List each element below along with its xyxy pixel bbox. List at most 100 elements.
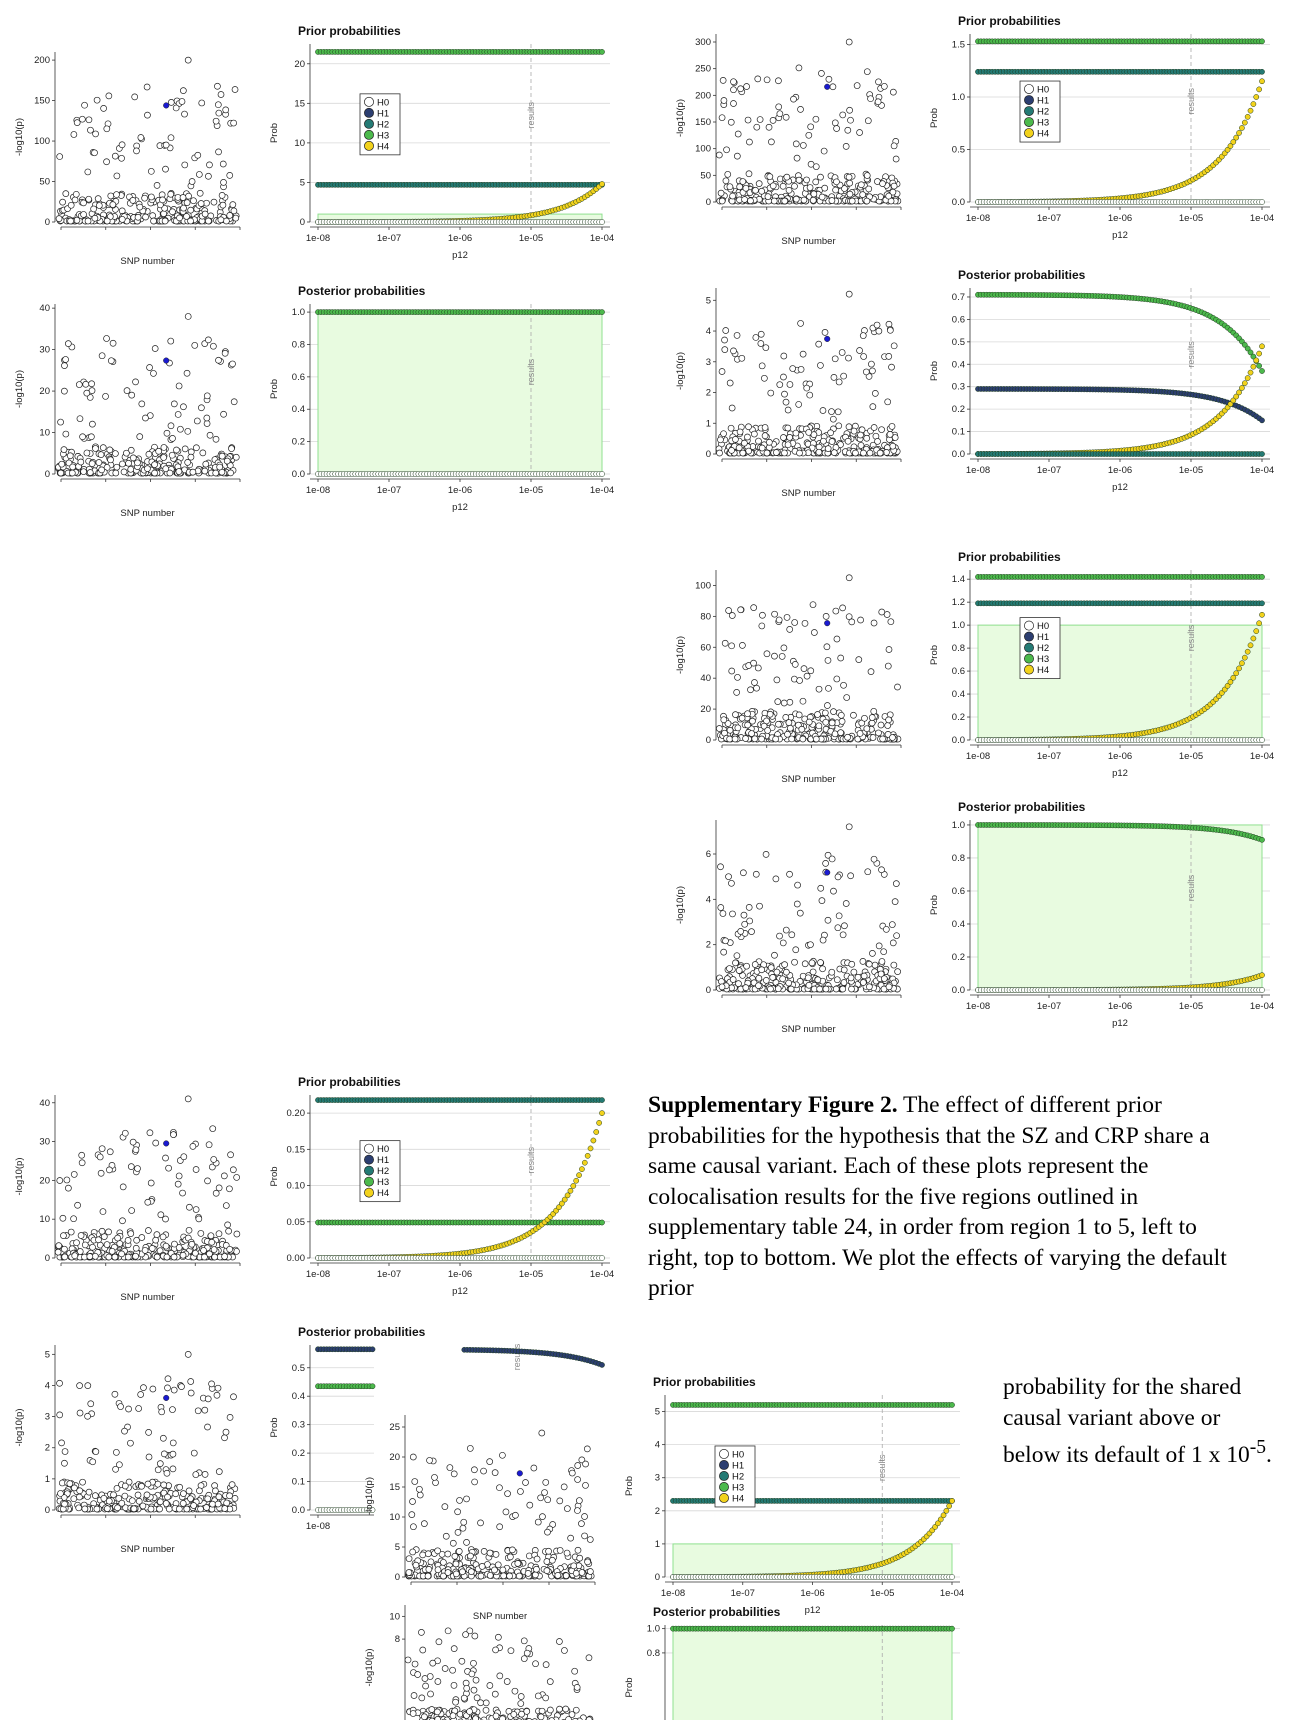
r3-prior-y-tick-label: 1.0: [952, 620, 965, 631]
r1-posterior-x-label: p12: [452, 502, 468, 513]
r1-manhattan-posterior-snp-point: [173, 446, 180, 454]
r3-manhattan-posterior-snp-point: [722, 937, 729, 945]
r1-manhattan-posterior-snp-point: [145, 450, 153, 458]
r1-manhattan-prior-snp-point: [185, 192, 192, 200]
r1-manhattan-prior-snp-point: [220, 179, 227, 186]
r2-manhattan-prior-snp-point: [832, 186, 839, 194]
r2-manhattan-prior-snp-point: [799, 142, 807, 149]
r1-manhattan-prior-snp-point: [161, 217, 169, 225]
r3-manhattan-posterior-snp-point: [762, 977, 770, 984]
r3-manhattan-posterior-snp-point: [732, 959, 739, 967]
r1-manhattan-posterior-snp-point: [220, 410, 227, 418]
r1-manhattan-prior-snp-point: [190, 197, 197, 205]
r2-manhattan-prior-snp-point: [743, 83, 750, 90]
r2-manhattan-posterior-snp-point: [889, 442, 897, 450]
r3-manhattan-posterior-snp-point: [828, 855, 836, 863]
r1-manhattan-posterior-y-tick-label: 30: [39, 345, 50, 356]
r3-prior-point-h4: [1247, 642, 1254, 649]
r3-manhattan-posterior-snp-point: [717, 904, 725, 911]
r2-posterior-series-h3: [975, 291, 1265, 374]
r4-manhattan-prior-snp-point: [106, 1166, 113, 1174]
r3-prior-y-tick-label: 0.0: [952, 735, 965, 746]
r3-manhattan-prior-y-label: -log10(p): [675, 636, 686, 674]
r4-prior-y-tick-label: 0.20: [287, 1108, 306, 1119]
r2-manhattan-posterior-snp-point: [838, 349, 846, 356]
r2-manhattan-posterior-snp-point: [888, 363, 895, 371]
r3-prior-point-h4: [1256, 620, 1262, 627]
r3-manhattan-posterior-snp-point: [870, 855, 878, 863]
r2-posterior-point-h4: [1239, 385, 1245, 391]
r3-manhattan-prior-snp-point: [759, 611, 766, 619]
r1-manhattan-prior-snp-point: [205, 217, 212, 225]
r2-prior-y-tick-label: 0.5: [952, 145, 965, 156]
r2-manhattan-posterior-snp-point: [780, 352, 788, 360]
r1-manhattan-posterior-snp-point: [58, 460, 66, 468]
r4-manhattan-prior-snp-point: [233, 1174, 241, 1181]
r2-manhattan-prior-snp-point: [890, 182, 898, 190]
r2-posterior-y-label: Prob: [929, 361, 940, 381]
r3-manhattan-prior-snp-point: [879, 735, 887, 743]
r2-manhattan-prior-snp-point: [730, 100, 737, 107]
r1-manhattan-posterior-snp-point: [103, 335, 110, 342]
r1-manhattan-prior-snp-point: [230, 207, 238, 215]
r1-manhattan-prior-snp-point: [113, 191, 120, 198]
r3-manhattan-prior-snp-point: [839, 604, 846, 612]
r2-prior-point-h4: [1256, 86, 1262, 93]
r2-manhattan-posterior-snp-point: [850, 427, 858, 435]
r3-manhattan-prior-snp-point: [868, 714, 876, 721]
r2-manhattan-posterior-snp-point: [786, 381, 794, 388]
r2-manhattan-prior-snp-point: [797, 106, 804, 113]
r2-manhattan-prior-snp-point: [800, 196, 808, 204]
r3-manhattan-prior-snp-point: [848, 618, 856, 626]
r3-prior-legend-swatch-h0: [1024, 620, 1034, 631]
r3-posterior-x-tick-label: 1e-08: [966, 1001, 990, 1012]
r2-manhattan-posterior-snp-point: [827, 429, 834, 437]
r3-manhattan-posterior-snp-point: [772, 875, 780, 883]
r2-manhattan-prior-snp-point: [765, 123, 773, 131]
r1-manhattan-prior-snp-point: [67, 201, 75, 209]
r2-manhattan-prior-snp-point: [807, 123, 815, 131]
r1-manhattan-prior-snp-point: [84, 217, 92, 225]
r2-manhattan-prior-snp-point: [846, 179, 853, 187]
r3-prior-legend-swatch-h2: [1024, 642, 1034, 653]
r3-manhattan-prior-snp-point: [773, 676, 781, 684]
r2-posterior-point-h4: [1241, 380, 1248, 387]
r2-manhattan-prior-snp-point: [865, 185, 873, 193]
r2-manhattan-prior-snp-point: [806, 184, 814, 191]
r1-manhattan-prior-snp-point: [148, 193, 155, 201]
r1-manhattan-posterior-snp-point: [218, 452, 226, 460]
r2-prior-point-h4: [1233, 134, 1240, 141]
r1-posterior-point-h0: [599, 471, 605, 477]
r2-manhattan-prior-snp-point: [742, 184, 750, 192]
r2-manhattan-posterior-points: [715, 290, 901, 457]
r2-manhattan-posterior-y-tick-label: 0: [706, 449, 711, 460]
r2-manhattan-prior-snp-point: [885, 192, 893, 200]
r4-manhattan-prior-snp-point: [233, 1230, 241, 1238]
r1-manhattan-posterior-snp-point: [92, 445, 99, 452]
r3-manhattan-posterior-snp-point: [801, 960, 809, 968]
r2-posterior-point-h4: [1253, 357, 1260, 364]
r3-manhattan-prior-snp-point: [857, 616, 864, 624]
r4-manhattan-prior-snp-point: [124, 1253, 132, 1261]
r2-manhattan-posterior-snp-point: [718, 368, 726, 375]
r2-manhattan-posterior-snp-point: [869, 403, 877, 410]
r3-manhattan-posterior-snp-point: [848, 960, 856, 968]
r3-posterior-y-tick-label: 1.0: [952, 820, 965, 831]
r4-manhattan-prior-snp-point: [224, 1221, 231, 1229]
r2-manhattan-prior-snp-point: [842, 143, 850, 150]
r3-prior-legend-label-h4: H4: [1037, 665, 1049, 676]
r1-manhattan-posterior-snp-point: [206, 431, 214, 439]
r3-manhattan-posterior-snp-point: [805, 981, 813, 989]
r1-manhattan-posterior-snp-point: [62, 430, 70, 438]
r4-manhattan-prior-snp-point: [147, 1179, 155, 1187]
r2-manhattan-posterior-snp-point: [721, 336, 728, 344]
r4-manhattan-prior-snp-point: [195, 1215, 203, 1223]
r2-manhattan-prior-snp-point: [775, 103, 783, 111]
r2-manhattan-prior-snp-point: [770, 197, 778, 205]
r1-manhattan-prior-snp-point: [133, 147, 140, 155]
r4-manhattan-prior-y-label: -log10(p): [14, 1157, 25, 1195]
r3-manhattan-prior-snp-point: [771, 610, 778, 618]
r4-manhattan-prior-snp-point: [192, 1166, 200, 1173]
r2-manhattan-posterior-y-tick-label: 5: [706, 295, 711, 306]
